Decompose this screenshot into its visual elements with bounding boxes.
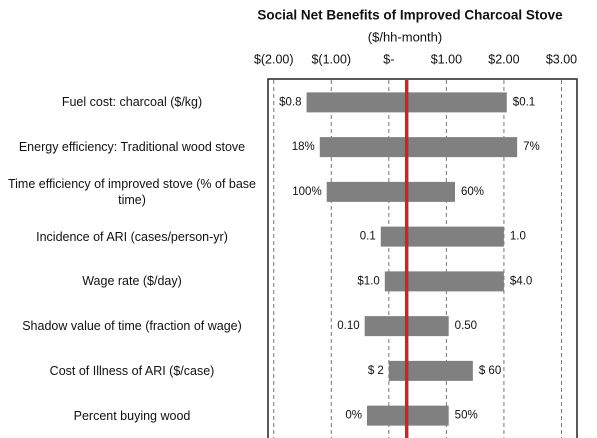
category-label: Wage rate ($/day) [82, 274, 182, 289]
low-label: 0.1 [360, 231, 376, 243]
high-label: $0.1 [513, 96, 535, 108]
category-label: Shadow value of time (fraction of wage) [22, 319, 242, 334]
category-label: Incidence of ARI (cases/person-yr) [36, 229, 228, 244]
bar [326, 181, 456, 202]
high-label: $ 60 [479, 365, 501, 377]
low-label: $0.8 [279, 96, 301, 108]
high-label: 60% [461, 186, 484, 198]
low-label: 100% [292, 186, 321, 198]
plot-frame [267, 78, 578, 438]
x-tick-label: $(2.00) [254, 52, 294, 66]
bar [388, 360, 473, 381]
bar [319, 137, 518, 158]
category-label: Fuel cost: charcoal ($/kg) [61, 95, 203, 110]
low-label: 18% [292, 141, 315, 153]
chart-title: Social Net Benefits of Improved Charcoal… [257, 8, 563, 23]
high-label: 0.50 [455, 320, 477, 332]
x-tick-label: $(1.00) [311, 52, 351, 66]
category-label: Cost of Illness of ARI ($/case) [49, 363, 215, 378]
high-label: 7% [523, 141, 540, 153]
low-label: $ 2 [368, 365, 384, 377]
x-tick-label: $1.00 [431, 52, 462, 66]
bar [384, 271, 504, 292]
high-label: $4.0 [510, 275, 532, 287]
category-label: Percent buying wood [73, 408, 191, 423]
high-label: 50% [455, 410, 478, 422]
x-tick-label: $3.00 [546, 52, 577, 66]
x-tick-label: $2.00 [488, 52, 519, 66]
category-label: Energy efficiency: Traditional wood stov… [18, 140, 246, 155]
bar [380, 226, 504, 247]
low-label: 0.10 [337, 320, 359, 332]
chart-subtitle: ($/hh-month) [368, 29, 442, 44]
high-label: 1.0 [510, 231, 526, 243]
category-label: Time efficiency of improved stove (% of … [7, 176, 257, 207]
low-label: $1.0 [357, 275, 379, 287]
low-label: 0% [345, 410, 362, 422]
x-tick-label: $- [383, 52, 394, 66]
